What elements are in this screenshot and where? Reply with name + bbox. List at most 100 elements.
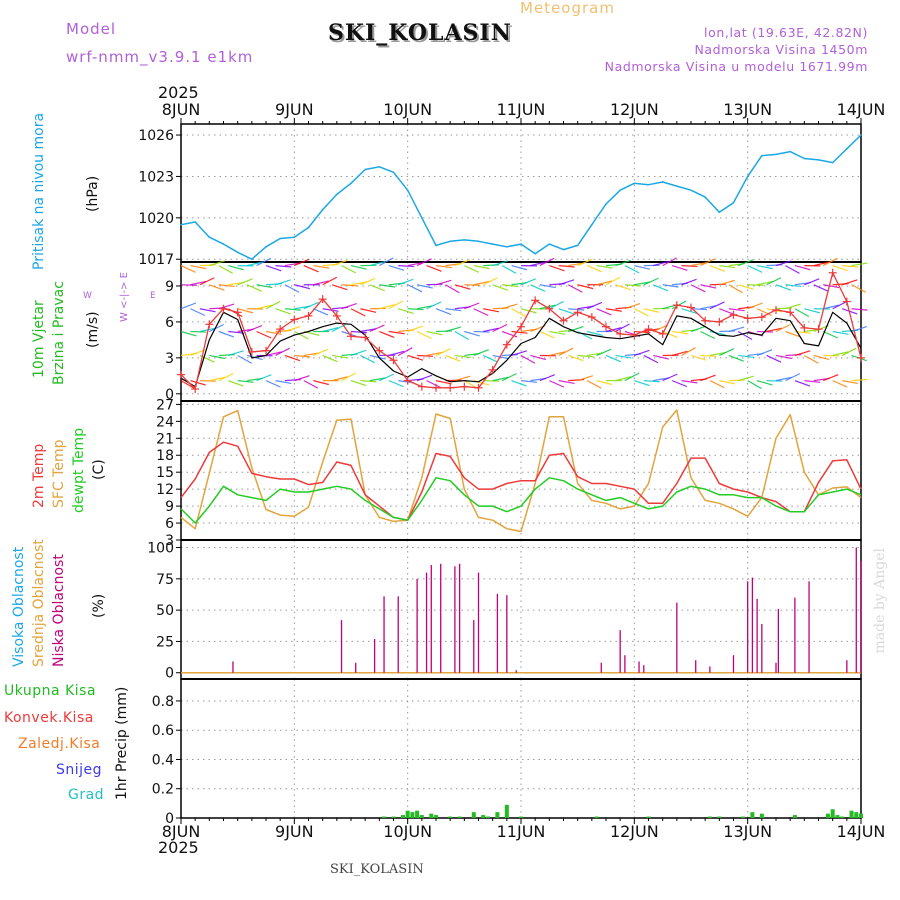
wind-arrow <box>190 265 207 270</box>
precip-bar <box>792 815 797 818</box>
wind-arrow <box>813 354 830 361</box>
wind-arrow <box>785 284 802 288</box>
pressure-title: Pritisak na nivou mora <box>31 113 47 270</box>
wind-arrow <box>775 260 792 267</box>
wind-arrow <box>275 380 292 384</box>
bottom-time-axis: 8JUN 9JUN 10JUN 11JUN 12JUN 13JUN 14JUN <box>162 818 885 841</box>
wind-arrow <box>558 308 575 315</box>
wind-arrow <box>435 330 453 333</box>
wind-arrow <box>473 308 489 317</box>
wind-arrow <box>520 354 536 364</box>
wind-arrow <box>483 327 499 333</box>
precip-bar <box>849 810 854 818</box>
wind-arrow <box>634 380 650 387</box>
legend-ukupna-kisa: Ukupna Kisa <box>4 683 97 699</box>
wind-arrow <box>690 261 707 267</box>
wind-arrow <box>180 380 196 390</box>
wind-arrow <box>520 308 537 314</box>
wind-arrow <box>388 300 404 310</box>
top-time-label: 8JUN <box>162 100 201 119</box>
top-year-label: 2025 <box>158 83 199 102</box>
wind-compass-e: E <box>150 291 156 301</box>
wind-arrow <box>586 380 602 389</box>
wind-arrow <box>322 327 339 333</box>
wind-arrow <box>747 380 762 390</box>
wind-arrow <box>511 330 528 334</box>
wind-unit: (m/s) <box>85 311 101 348</box>
cloud-ytick-label: 50 <box>156 603 174 619</box>
wind-arrow <box>520 380 537 383</box>
wind-arrow <box>303 380 319 389</box>
wind-arrow <box>228 380 244 387</box>
wind-arrow <box>785 265 800 274</box>
wind-arrow <box>473 280 490 286</box>
wind-arrow <box>501 303 518 310</box>
wind-arrow <box>275 347 290 357</box>
pressure-point <box>591 223 593 226</box>
precip-ytick-label: 0.6 <box>152 723 174 739</box>
wind-arrow <box>511 308 526 318</box>
wind-arrow <box>605 276 621 286</box>
wind-arrow <box>634 308 649 317</box>
wind-arrow <box>756 308 772 317</box>
temperature-ytick-label: 3 <box>165 533 174 549</box>
wind-arrow <box>294 258 310 267</box>
wind-arrow <box>851 284 866 293</box>
precip-bar <box>457 816 462 818</box>
footer-station: SKI_KOLASIN <box>330 862 424 877</box>
wind-arrow <box>719 380 736 385</box>
wind-arrow <box>738 375 754 382</box>
wind-arrow <box>653 377 670 382</box>
wind-arrow <box>709 283 726 286</box>
wind-arrow <box>804 354 819 364</box>
temperature-ytick-label: 18 <box>156 448 174 464</box>
wind-arrow <box>728 379 745 382</box>
temperature-ytick-label: 27 <box>156 397 174 413</box>
wind-arrow <box>445 284 460 294</box>
pressure-point <box>647 183 650 186</box>
wind-arrow <box>313 380 329 386</box>
wind-arrow <box>586 330 603 336</box>
series-layer <box>177 134 868 818</box>
pressure-point <box>534 252 536 255</box>
wind-arrow <box>379 284 396 288</box>
temperature-ytick-label: 15 <box>156 465 174 481</box>
wind-arrow <box>615 376 632 382</box>
pressure-point <box>406 189 409 192</box>
watermark: made by Angel <box>872 548 888 654</box>
wind-arrow <box>350 380 367 387</box>
pressure-point <box>548 243 551 245</box>
temp-unit: (C) <box>91 459 107 480</box>
wind-arrow <box>180 265 196 273</box>
wind-arrow <box>832 351 849 357</box>
pressure-point <box>817 159 820 161</box>
cloud-ytick-label: 100 <box>147 541 174 557</box>
wind-arrow <box>709 301 725 310</box>
bottom-year-label: 2025 <box>158 838 199 857</box>
wind-arrow <box>747 265 763 273</box>
top-time-axis: 8JUN 9JUN 10JUN 11JUN 12JUN 13JUN 14JUN <box>162 100 885 124</box>
wind-arrow <box>398 308 414 314</box>
precip-bar <box>859 813 863 818</box>
wind-arrow <box>350 308 366 317</box>
legend-grad: Grad <box>68 787 105 803</box>
wind-arrow <box>435 264 452 269</box>
wind-arrow <box>643 354 659 364</box>
wind-arrow <box>332 354 349 359</box>
wind-arrow <box>785 303 801 310</box>
wind-title-1: 10m Vjetar <box>31 300 47 378</box>
wind-arrow <box>672 330 689 335</box>
precip-bar <box>434 815 438 818</box>
wind-arrow <box>766 327 783 333</box>
wind-arrow <box>228 265 244 271</box>
wind-arrow <box>652 324 669 333</box>
top-time-label: 9JUN <box>275 100 314 119</box>
wind-arrow <box>775 284 792 291</box>
model-label: Model <box>66 20 117 38</box>
pressure-point <box>364 168 366 171</box>
wind-arrow <box>756 280 773 286</box>
wind-arrow <box>265 330 282 335</box>
precip-bar <box>400 815 405 818</box>
precip-bar <box>717 816 722 818</box>
wind-arrow <box>634 265 651 270</box>
